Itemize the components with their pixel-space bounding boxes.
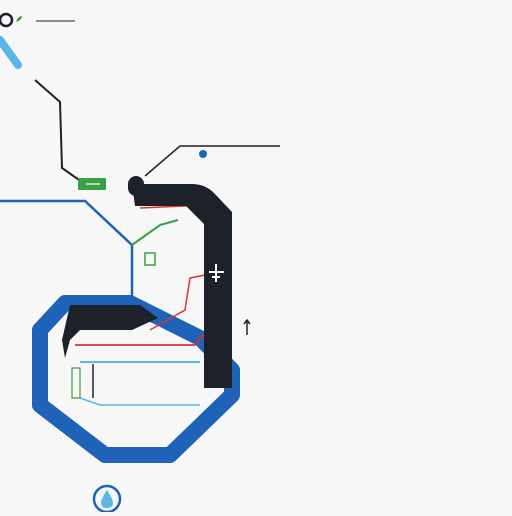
dark-branch-line bbox=[62, 305, 158, 358]
green-line bbox=[131, 219, 179, 246]
green-square-marker bbox=[144, 252, 156, 266]
dark-trunk-end bbox=[128, 176, 144, 196]
water-drop-icon bbox=[92, 484, 122, 514]
airplane-icon bbox=[209, 264, 224, 282]
light-blue-line bbox=[0, 36, 22, 69]
up-arrow-icon bbox=[243, 318, 251, 335]
dark-trunk-line bbox=[132, 184, 232, 388]
red-line-b bbox=[75, 329, 209, 346]
blue-branch-line bbox=[0, 199, 134, 297]
thin-black-line bbox=[34, 79, 83, 183]
red-line-c bbox=[149, 274, 206, 331]
blue-station-dot bbox=[199, 150, 207, 158]
green-inner-marker bbox=[71, 367, 81, 399]
leaf-icon bbox=[16, 16, 22, 22]
circle-icon bbox=[0, 12, 14, 28]
inner-blue-line bbox=[79, 397, 200, 406]
label-leader-line bbox=[144, 145, 280, 177]
